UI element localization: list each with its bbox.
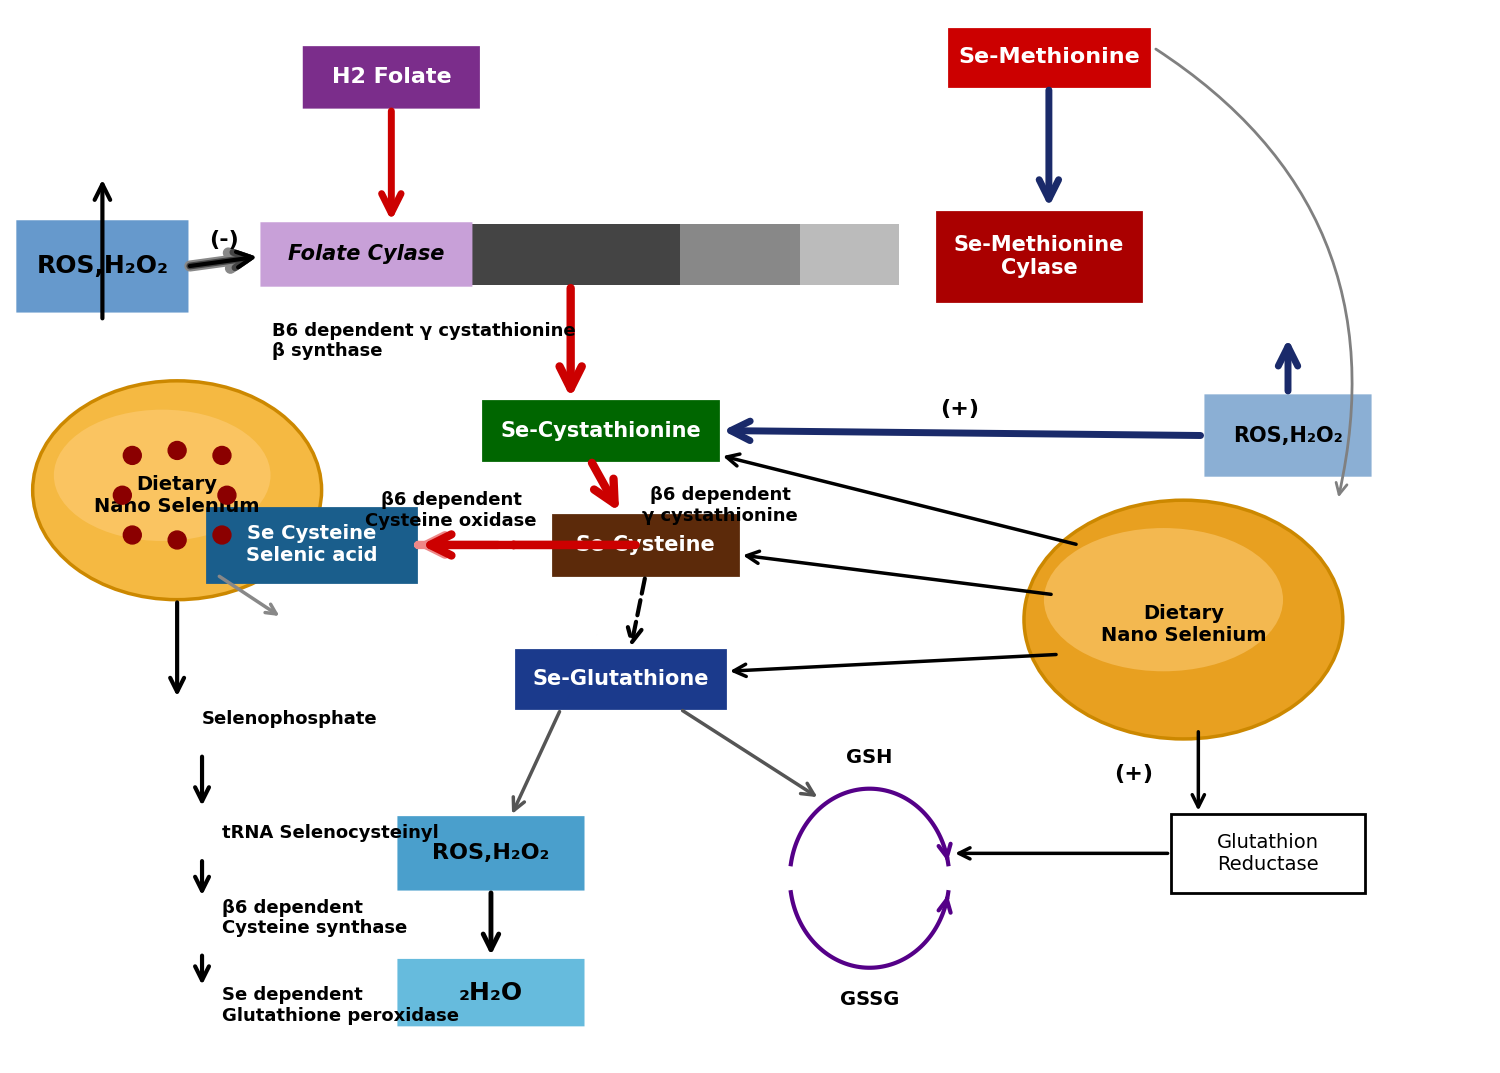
Text: Se Cysteine
Selenic acid: Se Cysteine Selenic acid bbox=[246, 525, 378, 565]
FancyArrowPatch shape bbox=[190, 252, 252, 267]
FancyBboxPatch shape bbox=[304, 47, 478, 107]
FancyArrowPatch shape bbox=[195, 862, 208, 891]
Ellipse shape bbox=[33, 381, 321, 600]
FancyArrowPatch shape bbox=[219, 576, 276, 614]
Text: Se dependent
Glutathione peroxidase: Se dependent Glutathione peroxidase bbox=[222, 986, 459, 1025]
FancyArrowPatch shape bbox=[94, 185, 110, 319]
FancyArrowPatch shape bbox=[1278, 347, 1298, 391]
FancyArrowPatch shape bbox=[483, 893, 498, 950]
FancyBboxPatch shape bbox=[1206, 396, 1370, 475]
Text: tRNA Selenocysteinyl: tRNA Selenocysteinyl bbox=[222, 824, 438, 842]
Text: Folate Cylase: Folate Cylase bbox=[288, 245, 444, 264]
Bar bbox=[471, 223, 900, 285]
Text: ROS,H₂O₂: ROS,H₂O₂ bbox=[1233, 426, 1342, 445]
Text: H2 Folate: H2 Folate bbox=[332, 68, 452, 87]
Bar bbox=[681, 223, 900, 285]
FancyBboxPatch shape bbox=[554, 515, 738, 575]
FancyArrowPatch shape bbox=[939, 843, 951, 858]
Circle shape bbox=[123, 446, 141, 465]
Text: β6 dependent
Cysteine oxidase: β6 dependent Cysteine oxidase bbox=[366, 490, 537, 530]
FancyBboxPatch shape bbox=[483, 400, 717, 460]
Circle shape bbox=[123, 526, 141, 544]
FancyArrowPatch shape bbox=[190, 253, 244, 268]
Text: (+): (+) bbox=[939, 399, 978, 418]
Text: β6 dependent
Cysteine synthase: β6 dependent Cysteine synthase bbox=[222, 898, 406, 938]
FancyArrowPatch shape bbox=[628, 578, 645, 642]
Text: β6 dependent
γ cystathionine: β6 dependent γ cystathionine bbox=[642, 486, 798, 525]
FancyArrowPatch shape bbox=[734, 655, 1056, 676]
FancyArrowPatch shape bbox=[730, 421, 1200, 441]
Text: Dietary
Nano Selenium: Dietary Nano Selenium bbox=[1101, 604, 1266, 645]
FancyArrowPatch shape bbox=[170, 602, 184, 692]
FancyArrowPatch shape bbox=[1040, 90, 1059, 200]
Text: Glutathion
Reductase: Glutathion Reductase bbox=[1216, 833, 1318, 873]
Text: ROS,H₂O₂: ROS,H₂O₂ bbox=[36, 254, 168, 278]
FancyArrowPatch shape bbox=[1156, 49, 1352, 495]
FancyArrowPatch shape bbox=[513, 711, 560, 810]
Text: Dietary
Nano Selenium: Dietary Nano Selenium bbox=[94, 474, 260, 516]
Text: Se-Glutathione: Se-Glutathione bbox=[532, 670, 708, 689]
FancyArrowPatch shape bbox=[195, 956, 208, 981]
FancyArrowPatch shape bbox=[726, 454, 1076, 544]
FancyArrowPatch shape bbox=[747, 552, 1052, 594]
FancyArrowPatch shape bbox=[560, 288, 582, 388]
Text: ₂H₂O: ₂H₂O bbox=[459, 981, 524, 1004]
FancyBboxPatch shape bbox=[262, 223, 471, 285]
Text: Se-Cystathionine: Se-Cystathionine bbox=[500, 421, 700, 441]
Ellipse shape bbox=[54, 410, 270, 541]
FancyBboxPatch shape bbox=[950, 29, 1149, 86]
FancyArrowPatch shape bbox=[195, 756, 208, 802]
FancyBboxPatch shape bbox=[938, 211, 1142, 302]
Text: (-): (-) bbox=[209, 230, 238, 250]
FancyArrowPatch shape bbox=[190, 252, 249, 267]
Text: B6 dependent γ cystathionine
β synthase: B6 dependent γ cystathionine β synthase bbox=[272, 322, 576, 361]
Circle shape bbox=[217, 486, 236, 504]
Bar bbox=[800, 223, 900, 285]
Ellipse shape bbox=[1044, 528, 1282, 672]
FancyArrowPatch shape bbox=[430, 534, 634, 556]
FancyArrowPatch shape bbox=[381, 111, 400, 214]
Circle shape bbox=[213, 526, 231, 544]
Circle shape bbox=[213, 446, 231, 465]
Text: Se-Methionine
Cylase: Se-Methionine Cylase bbox=[954, 235, 1124, 278]
Circle shape bbox=[168, 531, 186, 549]
Text: GSSG: GSSG bbox=[840, 989, 898, 1009]
Text: (+): (+) bbox=[1114, 764, 1154, 783]
Text: Selenophosphate: Selenophosphate bbox=[202, 710, 378, 729]
Circle shape bbox=[168, 441, 186, 459]
FancyBboxPatch shape bbox=[399, 818, 584, 890]
FancyArrowPatch shape bbox=[958, 848, 1167, 858]
FancyArrowPatch shape bbox=[939, 898, 951, 913]
Text: GSH: GSH bbox=[846, 748, 892, 767]
FancyArrowPatch shape bbox=[1192, 732, 1204, 807]
FancyBboxPatch shape bbox=[207, 508, 416, 583]
FancyBboxPatch shape bbox=[399, 960, 584, 1025]
Ellipse shape bbox=[1024, 500, 1342, 739]
FancyArrowPatch shape bbox=[682, 710, 814, 795]
Circle shape bbox=[114, 486, 132, 504]
Text: ROS,H₂O₂: ROS,H₂O₂ bbox=[432, 843, 549, 864]
Text: Se-Cysteine: Se-Cysteine bbox=[576, 535, 716, 555]
FancyBboxPatch shape bbox=[1172, 813, 1365, 893]
FancyArrowPatch shape bbox=[592, 462, 615, 503]
FancyBboxPatch shape bbox=[516, 650, 724, 708]
FancyBboxPatch shape bbox=[18, 222, 188, 311]
Text: Se-Methionine: Se-Methionine bbox=[958, 47, 1140, 68]
FancyArrowPatch shape bbox=[419, 535, 446, 555]
